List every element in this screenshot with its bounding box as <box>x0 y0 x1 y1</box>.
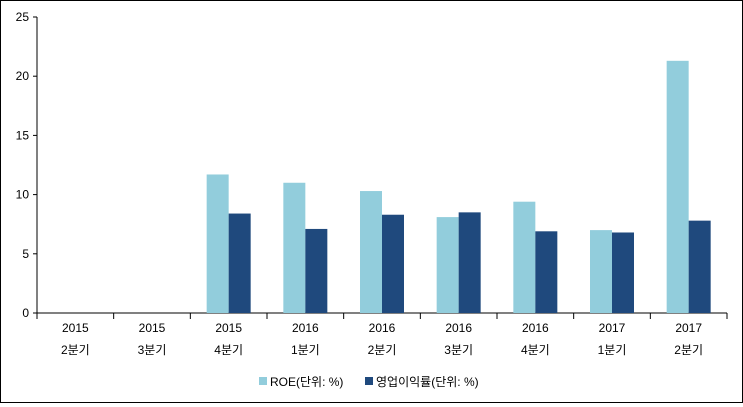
legend-item-roe-swatch <box>259 377 267 385</box>
x-tick-label-quarter: 3분기 <box>444 343 473 357</box>
x-tick-label-quarter: 2분기 <box>368 343 397 357</box>
y-tick-label: 5 <box>22 247 29 261</box>
x-tick-label-quarter: 2분기 <box>674 343 703 357</box>
legend-item-roe-label: ROE(단위: %) <box>270 375 343 389</box>
x-tick-label-year: 2016 <box>369 321 396 335</box>
legend: ROE(단위: %) 영업이익률(단위: %) <box>259 375 479 389</box>
x-tick-label-year: 2017 <box>599 321 626 335</box>
x-tick-label-quarter: 2분기 <box>61 343 90 357</box>
legend-item-operating-margin-label: 영업이익률(단위: %) <box>376 375 479 389</box>
bar-roe <box>666 60 689 313</box>
bar-roe <box>360 191 382 313</box>
x-tick-label-quarter: 4분기 <box>521 343 550 357</box>
bar-roe <box>283 182 306 313</box>
bar-operating-margin <box>458 212 481 313</box>
bar-operating-margin <box>228 213 251 313</box>
x-tick-label-year: 2016 <box>292 321 319 335</box>
y-tick-label: 20 <box>16 69 30 83</box>
y-tick-label: 15 <box>16 128 30 142</box>
bar-roe <box>436 217 459 313</box>
x-tick-label-year: 2015 <box>139 321 166 335</box>
x-tick-label-quarter: 3분기 <box>138 343 167 357</box>
bar-roe <box>590 230 612 313</box>
x-tick-label-year: 2015 <box>215 321 242 335</box>
x-tick-label-quarter: 4분기 <box>214 343 243 357</box>
y-axis: 0 5 10 15 20 25 <box>16 10 38 320</box>
x-tick-label-year: 2016 <box>445 321 472 335</box>
x-tick-label-year: 2016 <box>522 321 549 335</box>
y-tick-label: 0 <box>22 306 29 320</box>
x-tick-label-year: 2015 <box>62 321 89 335</box>
x-tick-label-quarter: 1분기 <box>291 343 320 357</box>
x-axis: 2015 2분기 2015 3분기 2015 4분기 2016 1분기 2016 2분기 2016 3… <box>36 312 728 357</box>
legend-item-operating-margin-swatch <box>365 377 373 385</box>
bar-operating-margin <box>535 231 558 313</box>
bar-roe <box>206 174 229 313</box>
bar-operating-margin <box>612 232 634 313</box>
bar-operating-margin <box>688 220 711 313</box>
bar-roe <box>513 201 536 313</box>
y-tick-label: 25 <box>16 10 30 24</box>
x-tick-label-year: 2017 <box>675 321 702 335</box>
bar-operating-margin <box>305 228 328 313</box>
x-tick-label-quarter: 1분기 <box>598 343 627 357</box>
bar-operating-margin <box>382 214 404 313</box>
y-tick-label: 10 <box>16 188 30 202</box>
bars <box>206 60 711 313</box>
